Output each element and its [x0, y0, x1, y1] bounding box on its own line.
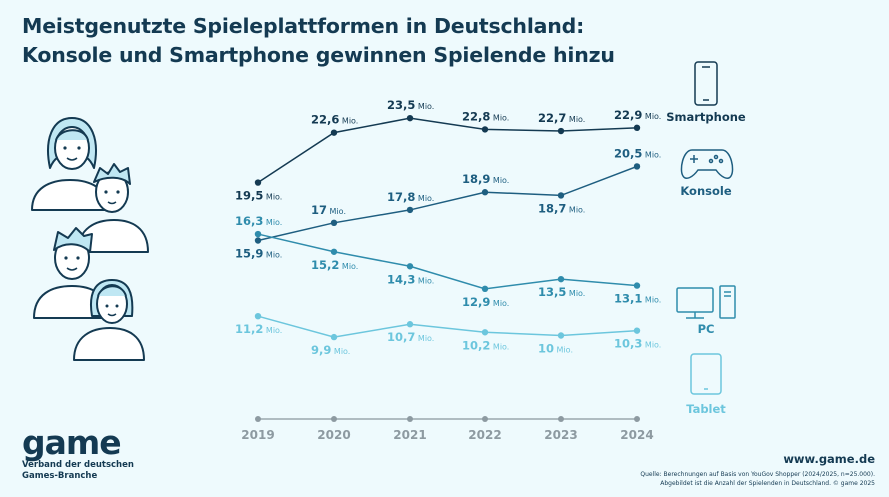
- data-label-tablet-2022: 10,2 Mio.: [462, 338, 509, 352]
- data-point-tablet-2023: [557, 332, 565, 339]
- x-axis-tick-2021: [407, 416, 413, 422]
- data-point-pc-2023: [557, 275, 565, 283]
- x-tick-label-2024: 2024: [620, 428, 653, 442]
- x-tick-label-2022: 2022: [468, 428, 501, 442]
- data-label-pc-2020: 15,2 Mio.: [311, 258, 358, 272]
- data-label-konsole-2021: 17,8 Mio.: [387, 190, 434, 204]
- data-label-tablet-2023: 10 Mio.: [538, 342, 573, 356]
- data-label-konsole-2022: 18,9 Mio.: [462, 172, 509, 186]
- pc-icon: [676, 285, 736, 319]
- data-label-konsole-2020: 17 Mio.: [311, 203, 346, 217]
- data-point-smartphone-2021: [406, 114, 414, 122]
- data-point-tablet-2020: [330, 333, 338, 341]
- legend-label-konsole: Konsole: [680, 184, 731, 198]
- logo-subtitle-2: Games-Branche: [22, 471, 98, 481]
- data-label-smartphone-2020: 22,6 Mio.: [311, 113, 358, 127]
- data-point-tablet-2024: [633, 327, 641, 334]
- data-label-smartphone-2024: 22,9 Mio.: [614, 108, 661, 122]
- data-label-tablet-2020: 9,9 Mio.: [311, 343, 350, 357]
- data-label-pc-2023: 13,5 Mio.: [538, 285, 585, 299]
- tablet-icon: [690, 353, 722, 395]
- data-point-smartphone-2024: [633, 124, 641, 132]
- x-axis-tick-2020: [331, 416, 337, 422]
- data-point-konsole-2023: [557, 192, 565, 199]
- x-axis-tick-2023: [558, 416, 564, 422]
- data-label-pc-2019: 16,3 Mio.: [235, 214, 282, 228]
- source-note: Quelle: Berechnungen auf Basis von YouGo…: [640, 470, 875, 488]
- logo-subtitle-1: Verband der deutschen: [22, 460, 134, 470]
- data-point-konsole-2024: [633, 163, 641, 170]
- data-point-smartphone-2022: [481, 126, 489, 133]
- data-label-konsole-2019: 15,9 Mio.: [235, 247, 282, 261]
- smartphone-icon: [694, 61, 718, 106]
- data-label-konsole-2024: 20,5 Mio.: [614, 146, 661, 160]
- data-point-pc-2024: [633, 282, 641, 289]
- data-label-tablet-2024: 10,3 Mio.: [614, 337, 661, 351]
- game-logo: game Verband der deutschen Games-Branche: [22, 426, 134, 482]
- series-line-konsole: [257, 165, 638, 242]
- legend-label-smartphone: Smartphone: [666, 110, 746, 124]
- data-point-konsole-2021: [406, 206, 414, 214]
- chart-title-line-1: Meistgenutzte Spieleplattformen in Deuts…: [22, 14, 585, 38]
- chart-title: Meistgenutzte Spieleplattformen in Deuts…: [22, 12, 615, 70]
- people-illustration-icon: [31, 117, 149, 361]
- series-line-pc: [257, 233, 638, 290]
- data-label-pc-2022: 12,9 Mio.: [462, 295, 509, 309]
- series-line-smartphone: [257, 117, 638, 184]
- series-line-tablet: [257, 315, 638, 338]
- data-point-pc-2022: [481, 285, 489, 293]
- data-label-konsole-2023: 18,7 Mio.: [538, 201, 585, 215]
- data-point-pc-2019: [254, 230, 262, 238]
- data-point-konsole-2020: [330, 219, 338, 226]
- data-label-smartphone-2019: 19,5 Mio.: [235, 189, 282, 203]
- legend-label-tablet: Tablet: [686, 402, 726, 416]
- data-label-tablet-2019: 11,2 Mio.: [235, 322, 282, 336]
- legend-label-pc: PC: [698, 322, 715, 336]
- data-point-pc-2020: [330, 248, 338, 255]
- x-axis-tick-2024: [634, 416, 640, 422]
- gamepad-icon: [680, 149, 734, 179]
- data-label-tablet-2021: 10,7 Mio.: [387, 330, 434, 344]
- data-point-pc-2021: [406, 263, 414, 270]
- data-point-tablet-2019: [254, 312, 262, 320]
- data-label-smartphone-2023: 22,7 Mio.: [538, 111, 585, 125]
- logo-wordmark: game: [22, 423, 122, 462]
- data-point-konsole-2019: [254, 237, 262, 244]
- source-line-1: Quelle: Berechnungen auf Basis von YouGo…: [640, 471, 875, 478]
- source-line-2: Abgebildet ist die Anzahl der Spielenden…: [660, 480, 875, 487]
- data-label-smartphone-2022: 22,8 Mio.: [462, 109, 509, 123]
- x-tick-label-2023: 2023: [544, 428, 577, 442]
- data-label-pc-2024: 13,1 Mio.: [614, 292, 661, 306]
- data-label-pc-2021: 14,3 Mio.: [387, 272, 434, 286]
- data-point-smartphone-2020: [330, 129, 338, 136]
- x-tick-label-2020: 2020: [317, 428, 350, 442]
- x-axis-tick-2019: [255, 416, 261, 422]
- chart-title-line-2: Konsole und Smartphone gewinnen Spielend…: [22, 43, 615, 67]
- data-point-tablet-2022: [481, 329, 489, 336]
- data-label-smartphone-2021: 23,5 Mio.: [387, 98, 434, 112]
- data-point-konsole-2022: [481, 189, 489, 196]
- x-tick-label-2019: 2019: [241, 428, 274, 442]
- data-point-smartphone-2019: [254, 179, 262, 186]
- x-tick-label-2021: 2021: [393, 428, 426, 442]
- x-axis-tick-2022: [482, 416, 488, 422]
- website-link[interactable]: www.game.de: [783, 452, 875, 466]
- data-point-smartphone-2023: [557, 127, 565, 135]
- data-point-tablet-2021: [406, 321, 414, 328]
